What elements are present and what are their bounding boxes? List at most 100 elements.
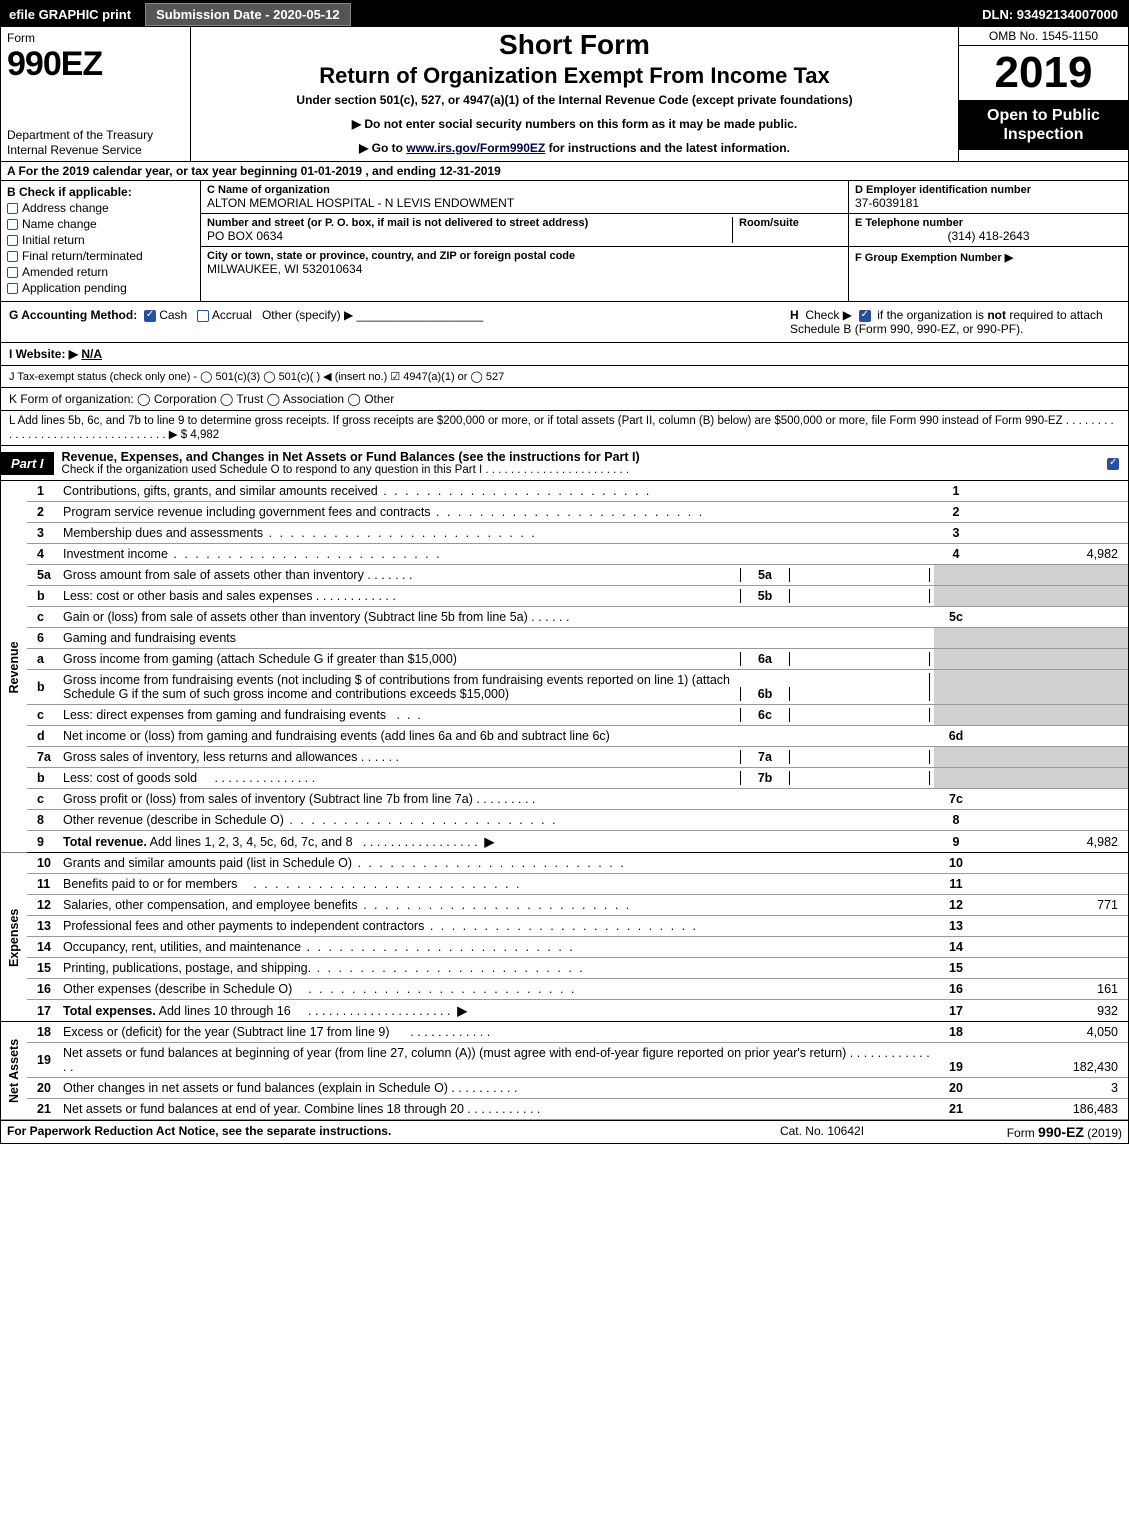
org-name-row: C Name of organization ALTON MEMORIAL HO… (201, 181, 848, 214)
line-l-gross-receipts: L Add lines 5b, 6c, and 7b to line 9 to … (1, 411, 1128, 446)
form-990ez-page: efile GRAPHIC print Submission Date - 20… (0, 0, 1129, 1144)
part-i-checkbox[interactable] (1098, 456, 1128, 470)
cb-final-return[interactable]: Final return/terminated (7, 249, 194, 263)
ln-4: 4 (27, 544, 59, 565)
desc-7c: Gross profit or (loss) from sales of inv… (63, 792, 473, 806)
amt-2 (978, 502, 1128, 523)
numcol-7b-shade (934, 768, 978, 789)
row-6: 6 Gaming and fundraising events (1, 628, 1128, 649)
desc-5c: Gain or (loss) from sale of assets other… (63, 610, 528, 624)
ln-10: 10 (27, 853, 59, 874)
amt-1 (978, 481, 1128, 502)
submission-date-button[interactable]: Submission Date - 2020-05-12 (145, 3, 351, 26)
numcol-13: 13 (934, 916, 978, 937)
form-ref: Form 990-EZ (2019) (922, 1124, 1122, 1140)
amt-15 (978, 958, 1128, 979)
cb-address-change[interactable]: Address change (7, 201, 194, 215)
goto-post: for instructions and the latest informat… (545, 141, 790, 155)
amt-11 (978, 874, 1128, 895)
numcol-5c: 5c (934, 607, 978, 628)
l-text: L Add lines 5b, 6c, and 7b to line 9 to … (9, 415, 1114, 441)
desc-2: Program service revenue including govern… (63, 505, 431, 519)
cb-cash-icon[interactable] (144, 310, 156, 322)
netassets-sidetab: Net Assets (1, 1022, 27, 1120)
dept-treasury: Department of the Treasury (7, 128, 153, 142)
numcol-5a-shade (934, 565, 978, 586)
amt-16: 161 (978, 979, 1128, 1000)
ln-6: 6 (27, 628, 59, 649)
line-h: H Check ▶ if the organization is not req… (790, 308, 1120, 336)
cb-amended-return[interactable]: Amended return (7, 265, 194, 279)
numcol-6-shade (934, 628, 978, 649)
expenses-sidetab: Expenses (1, 853, 27, 1022)
part-i-bar: Part I Revenue, Expenses, and Changes in… (1, 446, 1128, 481)
desc-6: Gaming and fundraising events (59, 628, 934, 649)
row-15: 15 Printing, publications, postage, and … (1, 958, 1128, 979)
ln-20: 20 (27, 1078, 59, 1099)
dept-irs: Internal Revenue Service (7, 143, 142, 157)
line-i-website: I Website: ▶ N/A (1, 343, 1128, 366)
amt-5c (978, 607, 1128, 628)
desc-11: Benefits paid to or for members (63, 877, 237, 891)
cb-accrual-icon[interactable] (197, 310, 209, 322)
ln-6c: c (27, 705, 59, 726)
row-7c: c Gross profit or (loss) from sales of i… (1, 789, 1128, 810)
numcol-6b-shade (934, 670, 978, 705)
numcol-16: 16 (934, 979, 978, 1000)
phone-value: (314) 418-2643 (855, 229, 1122, 243)
checkbox-icon (7, 203, 18, 214)
row-6c: c Less: direct expenses from gaming and … (1, 705, 1128, 726)
ln-17: 17 (27, 1000, 59, 1022)
line-j-tax-exempt: J Tax-exempt status (check only one) - ◯… (1, 366, 1128, 388)
numcol-9: 9 (934, 831, 978, 853)
amt-3 (978, 523, 1128, 544)
numcol-15: 15 (934, 958, 978, 979)
ln-14: 14 (27, 937, 59, 958)
cb-name-change[interactable]: Name change (7, 217, 194, 231)
city-label: City or town, state or province, country… (207, 250, 842, 262)
row-18: Net Assets 18 Excess or (deficit) for th… (1, 1022, 1128, 1043)
col-b-checkboxes: B Check if applicable: Address change Na… (1, 181, 201, 301)
b-header: B Check if applicable: (7, 185, 194, 199)
desc-6d: Net income or (loss) from gaming and fun… (59, 726, 934, 747)
cb-application-pending[interactable]: Application pending (7, 281, 194, 295)
desc-7a: Gross sales of inventory, less returns a… (63, 750, 357, 764)
form-word: Form (7, 31, 184, 45)
ln-5c: c (27, 607, 59, 628)
address-value: PO BOX 0634 (207, 229, 732, 243)
subcol-5b: 5b (740, 589, 790, 603)
cb-initial-return[interactable]: Initial return (7, 233, 194, 247)
line-a-tax-year: A For the 2019 calendar year, or tax yea… (1, 162, 1128, 181)
phone-label: E Telephone number (855, 217, 1122, 229)
org-city-row: City or town, state or province, country… (201, 247, 848, 279)
ein-label: D Employer identification number (855, 184, 1122, 196)
ln-6b: b (27, 670, 59, 705)
amt-21: 186,483 (978, 1099, 1128, 1120)
dln-label: DLN: 93492134007000 (982, 7, 1128, 22)
irs-link[interactable]: www.irs.gov/Form990EZ (406, 141, 545, 155)
subcol-5a: 5a (740, 568, 790, 582)
website-value: N/A (81, 347, 102, 361)
subcol-7b: 7b (740, 771, 790, 785)
org-address-row: Number and street (or P. O. box, if mail… (201, 214, 848, 247)
row-6d: d Net income or (loss) from gaming and f… (1, 726, 1128, 747)
org-name-label: C Name of organization (207, 184, 842, 196)
amt-10 (978, 853, 1128, 874)
row-7a: 7a Gross sales of inventory, less return… (1, 747, 1128, 768)
amt-5a-shade (978, 565, 1128, 586)
amt-18: 4,050 (978, 1022, 1128, 1043)
revenue-sidetab: Revenue (1, 481, 27, 853)
row-4: 4 Investment income 4 4,982 (1, 544, 1128, 565)
ln-13: 13 (27, 916, 59, 937)
ln-6d: d (27, 726, 59, 747)
ln-5a: 5a (27, 565, 59, 586)
amt-9: 4,982 (978, 831, 1128, 853)
cb-h-icon[interactable] (859, 310, 871, 322)
numcol-3: 3 (934, 523, 978, 544)
department-label: Department of the Treasury Internal Reve… (7, 128, 184, 157)
row-5b: b Less: cost or other basis and sales ex… (1, 586, 1128, 607)
ln-16: 16 (27, 979, 59, 1000)
numcol-17: 17 (934, 1000, 978, 1022)
part-i-title: Revenue, Expenses, and Changes in Net As… (54, 446, 1098, 480)
row-5c: c Gain or (loss) from sale of assets oth… (1, 607, 1128, 628)
